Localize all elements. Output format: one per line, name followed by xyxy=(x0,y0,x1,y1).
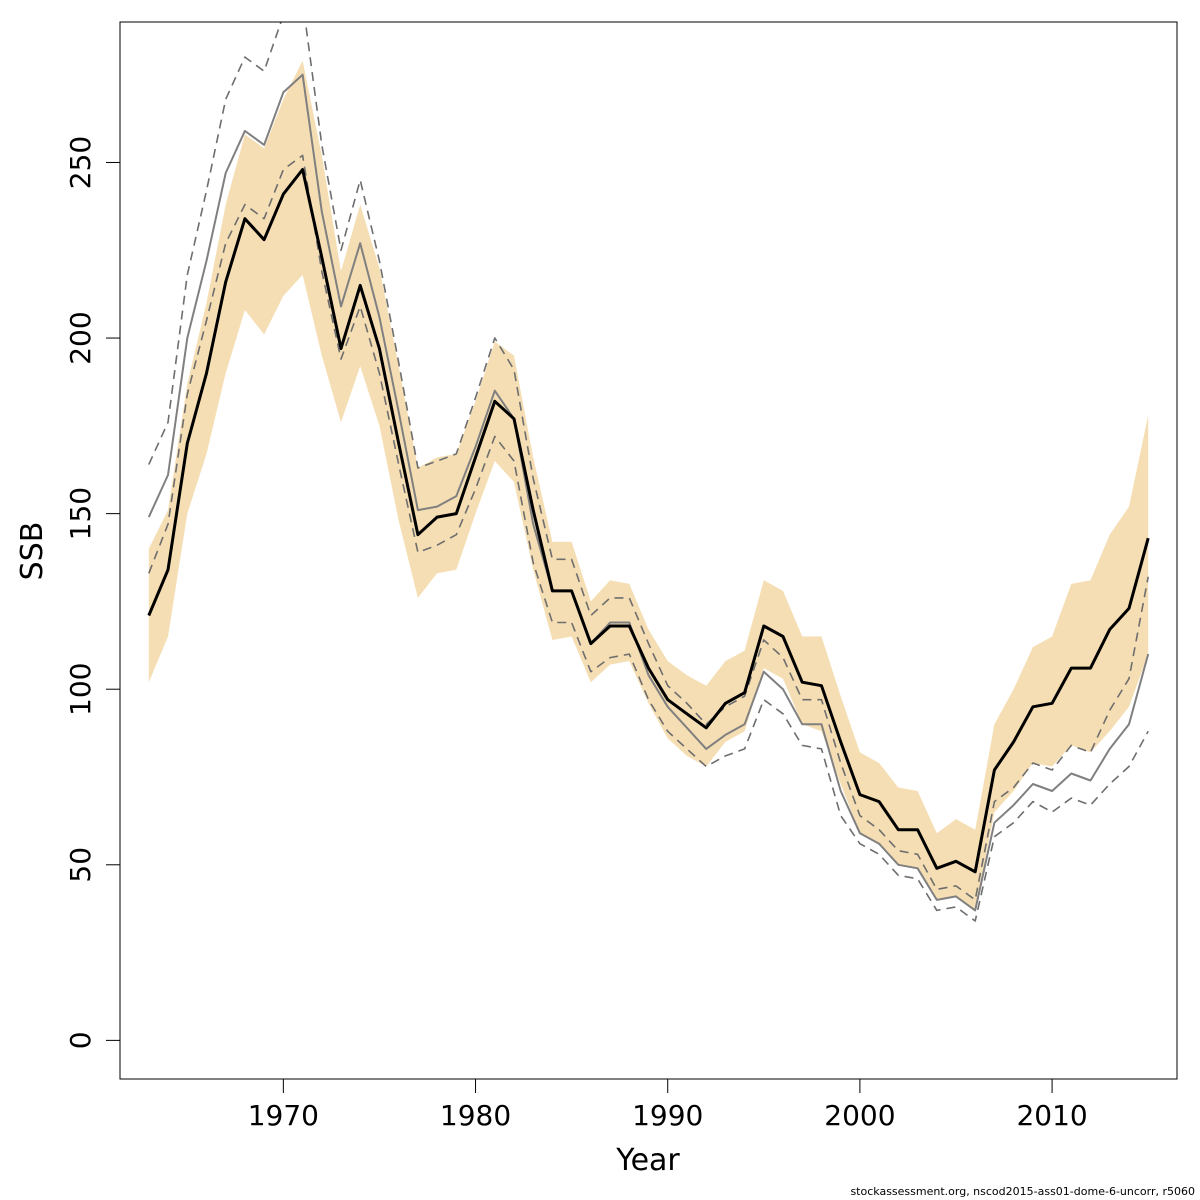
y-axis-title: SSB xyxy=(15,522,50,581)
x-tick-label: 2010 xyxy=(1016,1099,1087,1132)
x-axis-title: Year xyxy=(615,1143,680,1178)
y-tick-label: 0 xyxy=(64,1031,97,1049)
y-tick-label: 100 xyxy=(64,662,97,715)
x-tick-label: 2000 xyxy=(824,1099,895,1132)
footnote: stockassessment.org, nscod2015-ass01-dom… xyxy=(850,1185,1195,1198)
y-tick-label: 50 xyxy=(64,847,97,883)
x-tick-label: 1980 xyxy=(440,1099,511,1132)
comparison-line xyxy=(147,73,1150,912)
estimate-line xyxy=(147,168,1150,874)
x-tick-label: 1970 xyxy=(248,1099,319,1132)
y-tick-label: 200 xyxy=(64,311,97,364)
y-tick-label: 150 xyxy=(64,487,97,540)
x-tick-label: 1990 xyxy=(632,1099,703,1132)
confidence-band xyxy=(148,60,1149,911)
x-axis: 1970 1980 1990 2000 2010 xyxy=(248,1078,1088,1132)
y-axis: 0 50 100 150 200 250 xyxy=(64,136,121,1049)
ci-band-area xyxy=(148,60,1149,911)
comparison-ci-upper-line xyxy=(148,22,1149,901)
y-tick-label: 250 xyxy=(64,136,97,189)
series-lines xyxy=(147,22,1150,922)
